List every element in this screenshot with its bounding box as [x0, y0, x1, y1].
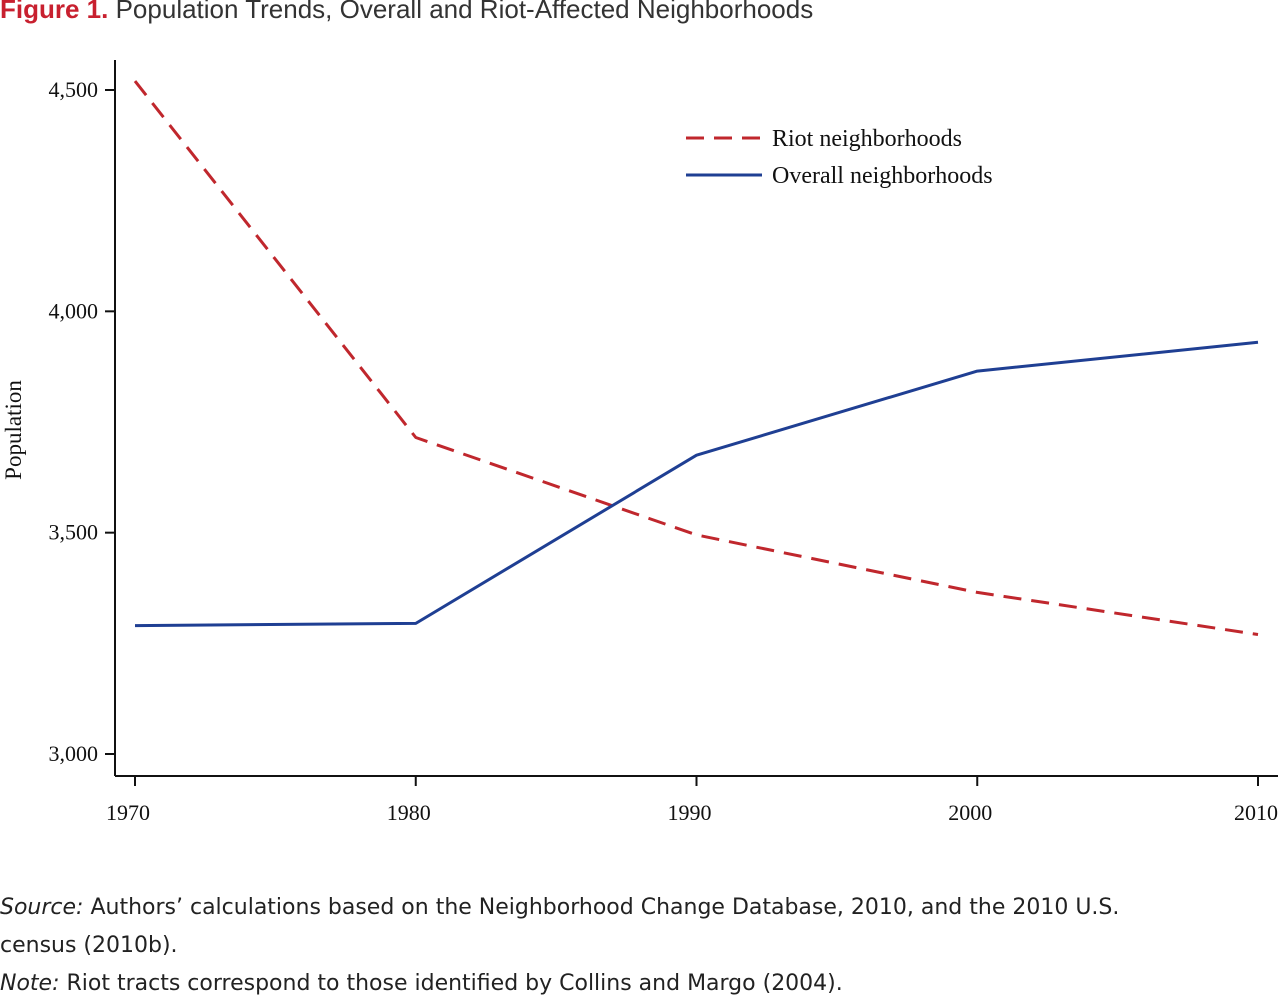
legend-label: Riot neighborhoods [772, 126, 962, 152]
legend-label: Overall neighborhoods [772, 163, 993, 189]
series-lines [135, 81, 1258, 634]
note-text: Riot tracts correspond to those identifi… [67, 971, 843, 996]
line-chart: 3,000 3,500 4,000 4,500 1970 1980 1990 2000 2010… [0, 0, 1280, 860]
y-tick-label: 4,500 [49, 77, 99, 102]
source-text-continued: census (2010b). [0, 933, 178, 958]
y-tick-label: 4,000 [49, 298, 99, 323]
series-line-riot [135, 81, 1258, 634]
x-tick-label: 2000 [948, 800, 992, 825]
y-tick-label: 3,500 [49, 520, 99, 545]
x-tick-label: 1980 [387, 800, 431, 825]
y-tick-label: 3,000 [49, 741, 99, 766]
source-note-continued: census (2010b). [0, 927, 1280, 965]
source-text: Authors’ calculations based on the Neigh… [90, 895, 1119, 920]
x-tick-label: 1970 [106, 800, 150, 825]
source-note: Source: Authors’ calculations based on t… [0, 889, 1280, 927]
axes: 3,000 3,500 4,000 4,500 1970 1980 1990 2000 2010… [1, 60, 1278, 825]
note: Note: Riot tracts correspond to those id… [0, 965, 1280, 1003]
note-label: Note: [0, 971, 60, 996]
x-tick-label: 2010 [1234, 800, 1278, 825]
series-line-overall [135, 342, 1258, 625]
y-axis-title: Population [1, 380, 26, 480]
x-tick-label: 1990 [668, 800, 712, 825]
figure-notes: Source: Authors’ calculations based on t… [0, 889, 1280, 1003]
source-label: Source: [0, 895, 83, 920]
legend: Riot neighborhoods Overall neighborhoods [686, 126, 993, 189]
